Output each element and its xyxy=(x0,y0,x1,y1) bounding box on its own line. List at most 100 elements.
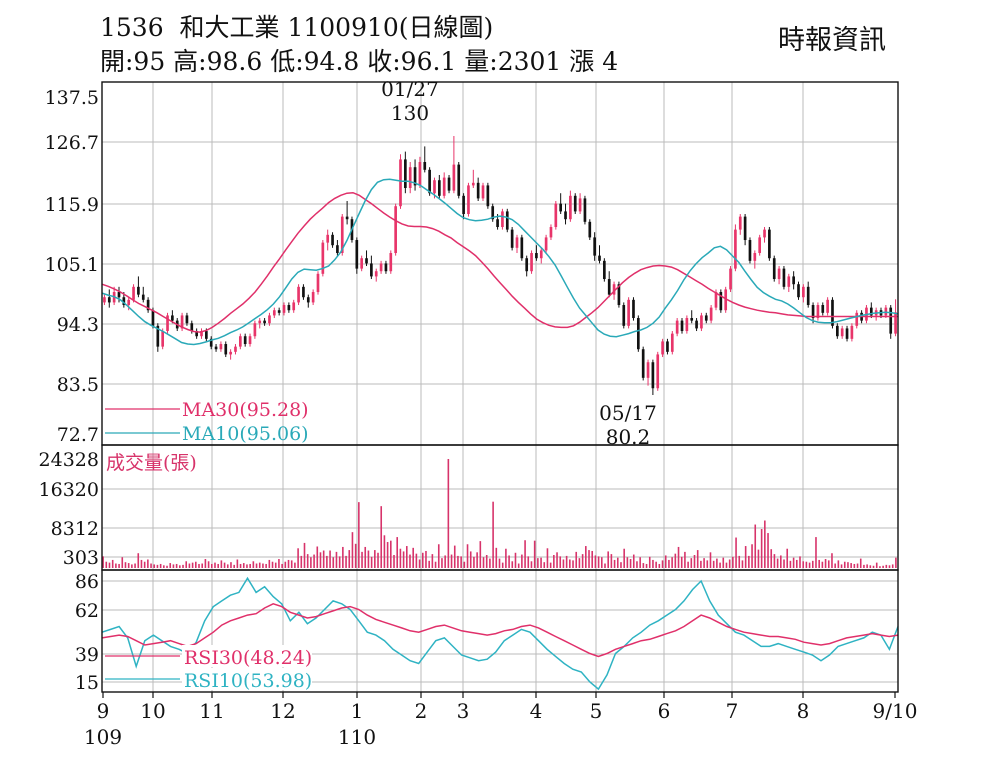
volume-bar xyxy=(485,555,488,568)
volume-bar xyxy=(613,559,616,568)
volume-bar xyxy=(380,506,383,568)
volume-bar xyxy=(185,561,188,568)
x-tick-label: 2 xyxy=(415,699,428,723)
volume-bar xyxy=(306,554,309,568)
candle-body xyxy=(840,328,844,337)
volume-bar xyxy=(709,552,712,568)
candle-body xyxy=(622,305,626,326)
volume-bar xyxy=(831,553,833,568)
candle-body xyxy=(161,331,165,347)
candle-body xyxy=(437,180,441,196)
candle-body xyxy=(311,292,315,303)
candle-body xyxy=(248,336,252,345)
volume-bar xyxy=(834,563,836,568)
candle-body xyxy=(442,177,446,196)
candle-body xyxy=(209,338,213,347)
rsi30-legend-bg xyxy=(182,645,312,667)
volume-bar xyxy=(837,560,840,568)
volume-bar xyxy=(818,559,820,568)
volume-bar xyxy=(827,560,830,568)
volume-bar xyxy=(386,542,389,568)
rsi30-line xyxy=(101,602,899,658)
candle-body xyxy=(180,315,184,329)
volume-bar xyxy=(111,559,114,568)
volume-tick-label: 303 xyxy=(63,547,99,569)
volume-bar xyxy=(869,565,872,568)
volume-bar xyxy=(581,554,584,568)
x-tick-label: 9 xyxy=(97,699,110,723)
volume-legend-label: 成交量(張) xyxy=(106,452,197,474)
candle-body xyxy=(413,167,417,186)
volume-bar xyxy=(252,561,255,568)
volume-bar xyxy=(207,561,210,568)
volume-bar xyxy=(783,559,785,568)
volume-bar xyxy=(764,520,766,568)
candle-body xyxy=(185,315,189,324)
candle-body xyxy=(127,299,131,306)
volume-bar xyxy=(815,537,817,568)
volume-bar xyxy=(473,556,475,568)
volume-bar xyxy=(140,559,143,568)
volume-bar xyxy=(335,551,338,568)
volume-bar xyxy=(469,551,472,568)
candle-body xyxy=(768,229,771,259)
candle-body xyxy=(578,198,582,212)
volume-bar xyxy=(524,540,526,568)
candle-body xyxy=(884,307,888,316)
candle-body xyxy=(554,203,558,228)
x-tick-label: 10 xyxy=(140,699,165,723)
volume-bar xyxy=(338,556,341,568)
volume-bar xyxy=(693,555,696,568)
candle-body xyxy=(384,263,388,272)
x-tick-label: 5 xyxy=(590,699,603,723)
volume-bar xyxy=(559,556,562,568)
volume-bar xyxy=(342,546,344,568)
candle-body xyxy=(670,333,674,352)
x-tick-label: 12 xyxy=(270,699,295,723)
volume-bar xyxy=(390,540,392,568)
candle-body xyxy=(549,227,553,238)
candle-body xyxy=(302,286,305,298)
candle-body xyxy=(277,310,281,313)
volume-bar xyxy=(674,553,677,568)
volume-bar xyxy=(824,559,827,568)
volume-bar xyxy=(527,556,530,568)
volume-bar xyxy=(533,540,536,568)
candle-body xyxy=(234,346,237,352)
volume-bar xyxy=(741,560,744,568)
candle-body xyxy=(219,344,223,350)
volume-bar xyxy=(591,550,594,568)
volume-bar xyxy=(226,564,229,568)
candle-body xyxy=(666,341,669,352)
volume-bar xyxy=(274,562,277,568)
volume-bar xyxy=(732,556,734,568)
candle-body xyxy=(811,305,815,319)
volume-bar xyxy=(706,560,709,568)
volume-bar xyxy=(629,559,632,568)
candle-body xyxy=(496,219,499,228)
volume-bar xyxy=(450,554,453,568)
candle-body xyxy=(763,229,766,238)
rsi10-legend-bg xyxy=(182,668,312,690)
volume-bar xyxy=(281,563,283,568)
volume-bar xyxy=(265,563,267,568)
volume-bar xyxy=(655,561,657,568)
candle-body xyxy=(845,328,849,339)
candle-body xyxy=(394,206,397,254)
candle-body xyxy=(675,320,679,334)
candle-body xyxy=(685,318,689,332)
candle-body xyxy=(641,349,645,378)
rsi-tick-label: 39 xyxy=(75,644,99,666)
volume-bar xyxy=(115,563,117,568)
rsi-panel: RSI30(48.24)RSI10(53.98) xyxy=(101,576,899,692)
volume-bar xyxy=(105,561,108,568)
volume-bar xyxy=(310,557,312,568)
volume-bar xyxy=(607,551,609,568)
volume-bar xyxy=(329,550,331,568)
volume-bar xyxy=(163,565,165,568)
volume-bar xyxy=(421,552,424,568)
candle-body xyxy=(661,341,664,355)
candle-body xyxy=(603,260,606,280)
rsi30-legend-label: RSI30(48.24) xyxy=(184,647,312,669)
volume-bar xyxy=(316,546,319,568)
